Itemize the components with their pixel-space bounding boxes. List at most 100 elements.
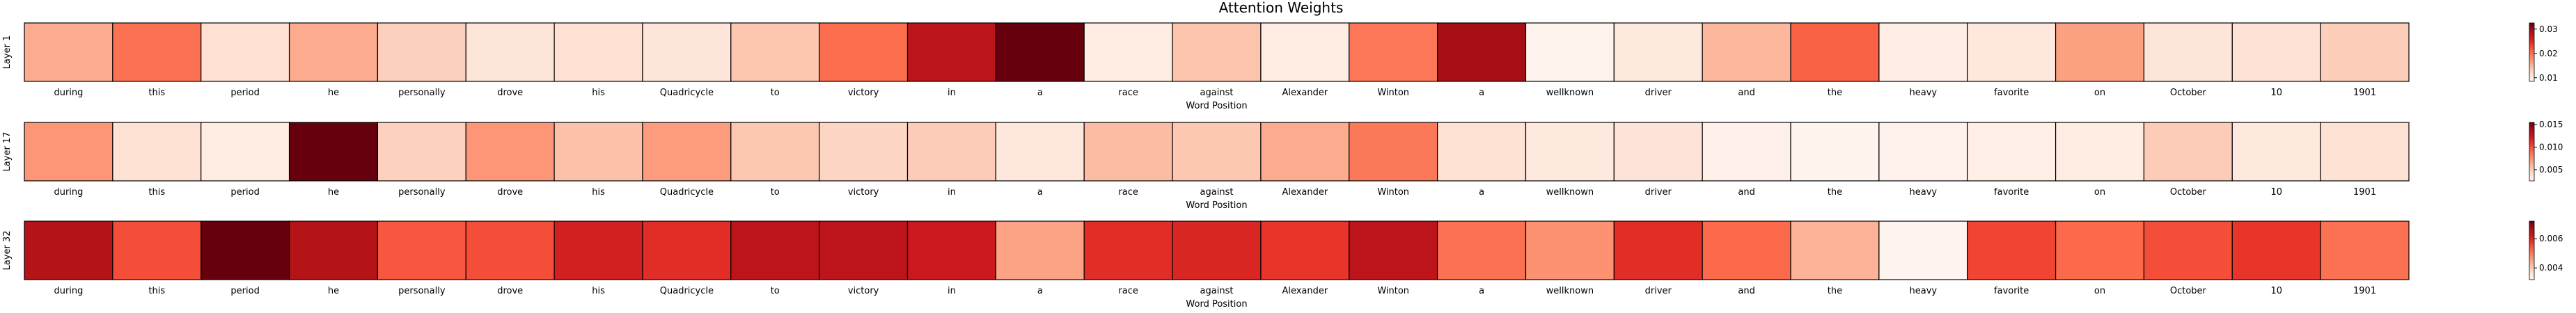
x-tick-label: drove — [497, 88, 523, 98]
x-tick-label: race — [1118, 88, 1138, 98]
x-tick-label: favorite — [1994, 187, 2029, 198]
x-tick-label: his — [592, 88, 605, 98]
heatmap-cell — [1790, 22, 1880, 82]
heatmap-cell — [288, 220, 379, 280]
x-tick-label: period — [230, 187, 259, 198]
x-tick-label: favorite — [1994, 286, 2029, 296]
x-tick-label: victory — [848, 88, 879, 98]
heatmap-panel: during this period he personally drove his Quad… — [2, 220, 2563, 310]
heatmap-cell — [2320, 220, 2410, 280]
colorbar-tick-label: 0.01 — [2539, 73, 2558, 83]
heatmap-cell — [730, 22, 820, 82]
heatmap-cell — [377, 220, 466, 280]
heatmap-cell — [2320, 122, 2410, 182]
heatmap-cell — [642, 220, 732, 280]
x-tick-label: period — [230, 286, 259, 296]
x-tick-label: against — [1200, 88, 1234, 98]
heatmap-cell — [2231, 122, 2321, 182]
heatmap-cell — [1437, 22, 1527, 82]
heatmap-cell — [1702, 22, 1791, 82]
heatmap-cell — [1525, 22, 1615, 82]
heatmap-cell — [1260, 22, 1350, 82]
heatmap-cell — [1967, 22, 2057, 82]
x-tick-label: a — [1479, 286, 1484, 296]
x-tick-label: a — [1479, 88, 1484, 98]
x-tick-label: a — [1037, 88, 1043, 98]
heatmap-cell — [465, 22, 555, 82]
x-tick-label: heavy — [1910, 187, 1938, 198]
x-tick-label: victory — [848, 286, 879, 296]
heatmap-cell — [2231, 220, 2321, 280]
heatmap-cell — [819, 22, 909, 82]
x-tick-label: in — [948, 286, 956, 296]
x-tick-label: Quadricycle — [660, 286, 714, 296]
heatmap-cell — [1613, 122, 1703, 182]
heatmap-cell — [465, 122, 555, 182]
x-tick-label: heavy — [1910, 88, 1938, 98]
x-tick-label: race — [1118, 286, 1138, 296]
x-tick-label: period — [230, 88, 259, 98]
x-tick-label: wellknown — [1546, 88, 1594, 98]
colorbar-tick-label: 0.02 — [2539, 49, 2558, 58]
x-tick-label: Quadricycle — [660, 187, 714, 198]
heatmap-cell — [1349, 220, 1438, 280]
x-tick-label: heavy — [1910, 286, 1938, 296]
heatmap-cell — [2143, 122, 2233, 182]
x-tick-label: personally — [398, 286, 446, 296]
heatmap-cell — [819, 122, 909, 182]
colorbar-tick-label: 0.006 — [2539, 234, 2563, 243]
layer-label: Layer 17 — [2, 132, 13, 172]
x-tick-label: against — [1200, 286, 1234, 296]
heatmap-cell — [1172, 22, 1262, 82]
x-tick-label: Alexander — [1282, 286, 1328, 296]
x-tick-label: he — [328, 286, 339, 296]
x-tick-label: October — [2170, 88, 2207, 98]
heatmap-cell — [2320, 22, 2410, 82]
x-tick-label: race — [1118, 187, 1138, 198]
heatmap-cell — [1878, 22, 1968, 82]
heatmap-cell — [553, 122, 643, 182]
x-tick-label: to — [771, 187, 780, 198]
heatmap-cell — [995, 22, 1085, 82]
x-tick-label: and — [1738, 187, 1754, 198]
x-tick-label: and — [1738, 88, 1754, 98]
heatmap-cell — [553, 22, 643, 82]
x-tick-label: this — [148, 88, 165, 98]
heatmap-cell — [201, 122, 290, 182]
heatmap-cell — [112, 220, 202, 280]
x-tick-label: to — [771, 286, 780, 296]
heatmap-cell — [2231, 22, 2321, 82]
x-tick-label: drove — [497, 187, 523, 198]
heatmap-cell — [730, 122, 820, 182]
x-tick-label: against — [1200, 187, 1234, 198]
heatmap-panel: during this period he personally drove his Quad… — [2, 22, 2558, 111]
heatmap-cell — [995, 122, 1085, 182]
heatmap-cell — [1790, 220, 1880, 280]
heatmap-cell — [201, 220, 290, 280]
x-tick-label: the — [1828, 88, 1842, 98]
heatmap-cell — [1790, 122, 1880, 182]
heatmap-cell — [24, 122, 113, 182]
heatmap-cell — [1878, 122, 1968, 182]
colorbar-tick-label: 0.015 — [2539, 120, 2563, 129]
x-tick-label: personally — [398, 88, 446, 98]
colorbar-tick-label: 0.010 — [2539, 143, 2563, 152]
heatmap-cell — [1613, 22, 1703, 82]
x-tick-label: 1901 — [2353, 88, 2376, 98]
heatmap-cell — [642, 22, 732, 82]
heatmap-cell — [2055, 22, 2145, 82]
x-axis-label: Word Position — [1186, 299, 1247, 310]
heatmap-cell — [2143, 220, 2233, 280]
heatmap-cell — [1702, 220, 1791, 280]
heatmap-cell — [1083, 22, 1173, 82]
x-tick-label: the — [1828, 286, 1842, 296]
x-tick-label: to — [771, 88, 780, 98]
heatmap-cell — [1260, 122, 1350, 182]
heatmap-cell — [24, 220, 113, 280]
colorbar-gradient — [2529, 122, 2535, 182]
x-tick-label: Alexander — [1282, 187, 1328, 198]
heatmap-cell — [642, 122, 732, 182]
colorbar-tick-label: 0.03 — [2539, 24, 2558, 34]
x-tick-label: Quadricycle — [660, 88, 714, 98]
